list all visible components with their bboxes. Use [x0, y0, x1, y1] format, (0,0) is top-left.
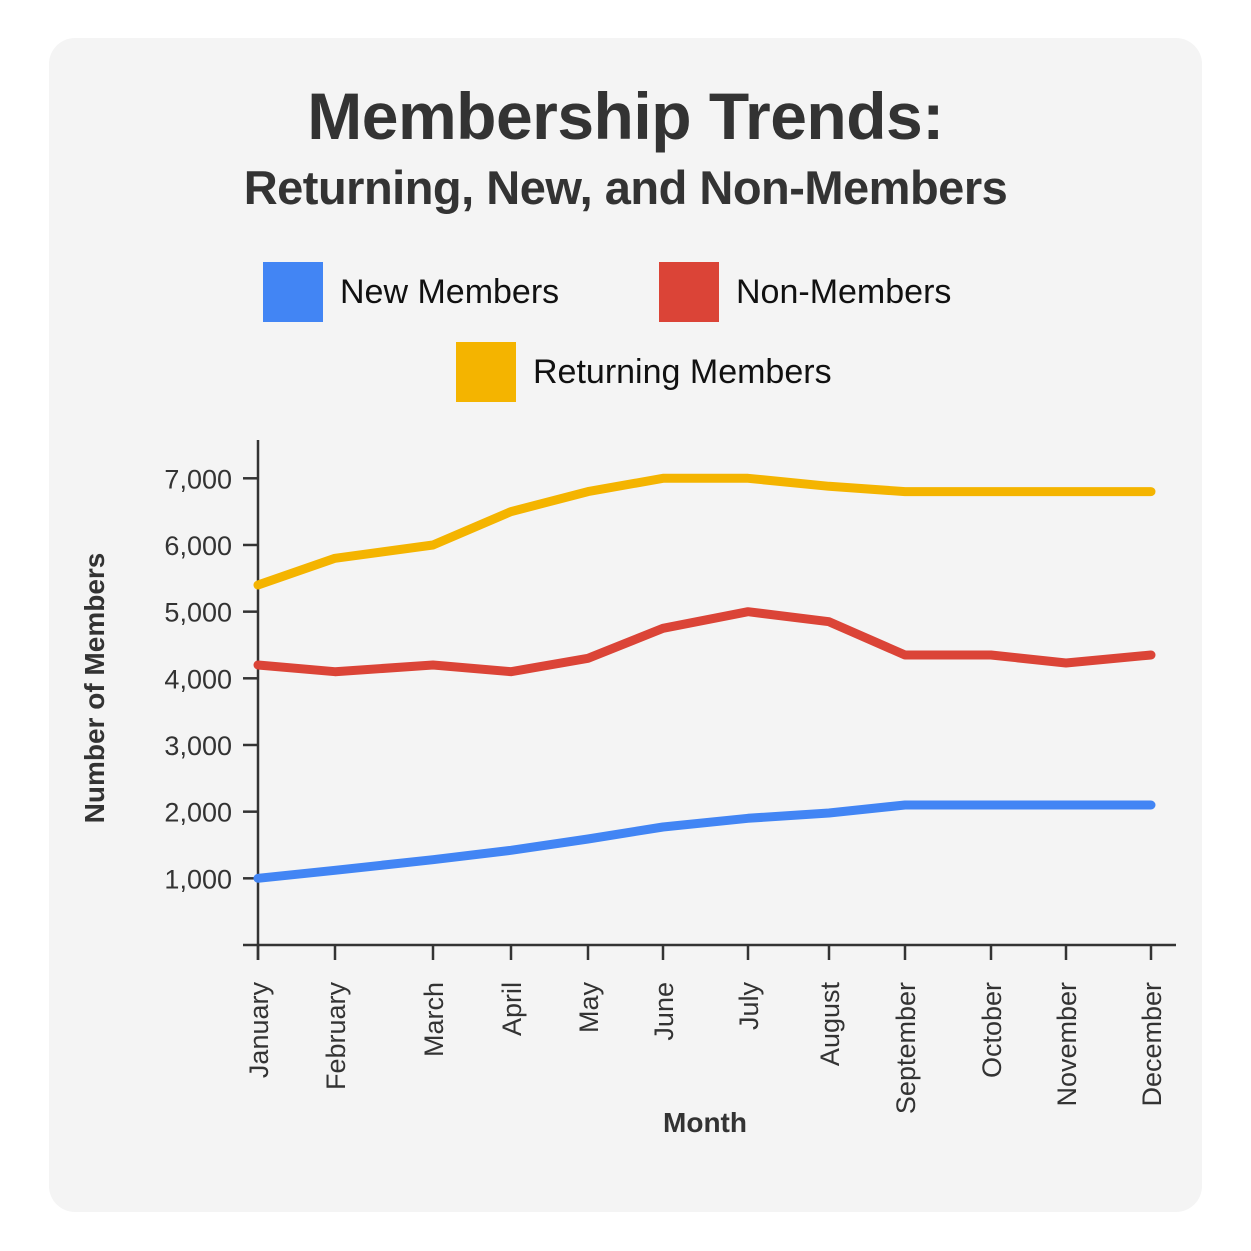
legend-swatch-non-members [659, 262, 719, 322]
y-tick-label: 4,000 [164, 664, 232, 694]
chart-title: Membership Trends: [307, 79, 944, 153]
chart-card [49, 38, 1202, 1212]
y-tick-label: 3,000 [164, 731, 232, 761]
series-line-returning-members [253, 473, 1156, 590]
legend-item-returning-members: Returning Members [456, 342, 832, 402]
legend-label: Non-Members [736, 272, 952, 311]
y-tick-label: 6,000 [164, 531, 232, 561]
chart-subtitle: Returning, New, and Non-Members [243, 161, 1008, 214]
y-tick-label: 2,000 [164, 798, 232, 828]
y-tick-label: 5,000 [164, 598, 232, 628]
axes [243, 440, 1176, 960]
legend-item-new-members: New Members [263, 262, 559, 322]
x-tick-label: May [574, 982, 604, 1034]
legend-item-non-members: Non-Members [659, 262, 951, 322]
x-tick-label: February [321, 982, 351, 1091]
x-tick-label: July [734, 982, 764, 1031]
y-axis-title: Number of Members [79, 553, 110, 824]
x-tick-label: November [1052, 982, 1082, 1107]
x-tick-label: October [977, 982, 1007, 1078]
y-tick-label: 7,000 [164, 464, 232, 494]
data-lines [253, 473, 1156, 883]
x-tick-label: March [419, 982, 449, 1057]
legend-swatch-new-members [263, 262, 323, 322]
y-tick-label: 1,000 [164, 864, 232, 894]
x-tick-label: January [244, 982, 274, 1079]
x-tick-label: September [891, 982, 921, 1114]
x-tick-label: June [649, 982, 679, 1041]
x-tick-label: August [815, 982, 845, 1067]
axis-labels: 1,000 2,000 3,000 4,000 5,000 6,000 7,000 Janua… [79, 464, 1167, 1138]
legend-label: Returning Members [533, 352, 832, 391]
legend-label: New Members [340, 272, 560, 311]
series-line-non-members [253, 607, 1156, 677]
x-tick-label: April [497, 982, 527, 1036]
series-line-new-members [253, 800, 1156, 883]
x-axis-title: Month [663, 1107, 747, 1138]
x-tick-label: December [1137, 982, 1167, 1107]
legend-swatch-returning-members [456, 342, 516, 402]
